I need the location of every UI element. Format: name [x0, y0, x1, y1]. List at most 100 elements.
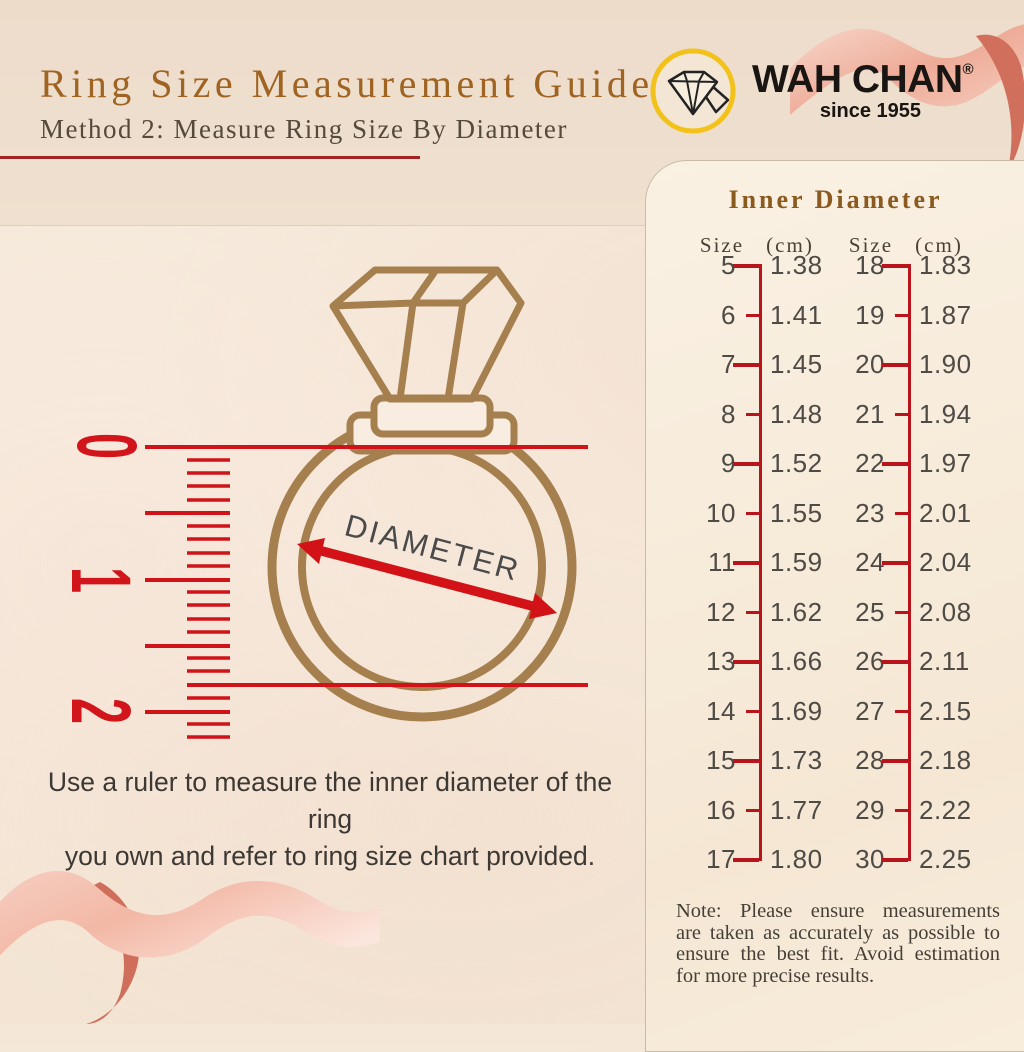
tick-mark: [882, 462, 908, 466]
brand-text: WAH CHAN® since 1955: [752, 57, 974, 123]
tick-mark: [733, 264, 759, 268]
diamond-illustration: [329, 266, 525, 403]
cm-value: 1.90: [919, 349, 972, 380]
tick-mark: [746, 610, 759, 615]
note-line: ensure the best fit. Avoid estimation: [676, 943, 1000, 965]
cm-value: 1.41: [770, 299, 823, 330]
cm-value: 1.48: [770, 398, 823, 429]
cm-value: 2.15: [919, 695, 972, 726]
brand-logo: WAH CHAN® since 1955: [646, 44, 974, 138]
size-value: 28: [855, 745, 885, 776]
size-value: 14: [706, 695, 736, 726]
tick-mark: [746, 412, 759, 417]
table-row: 23 2.01: [825, 489, 995, 539]
instruction-line: Use a ruler to measure the inner diamete…: [47, 767, 613, 834]
cm-value: 2.22: [919, 794, 972, 825]
cm-value: 2.25: [919, 844, 972, 875]
table-row: 13 1.66: [676, 637, 846, 687]
cm-value: 1.52: [770, 448, 823, 479]
tick-mark: [746, 709, 759, 714]
size-value: 5: [721, 250, 736, 281]
page-title: Ring Size Measurement Guide: [40, 61, 654, 106]
size-rows: 5 1.38 6 1.41 7 1.45 8 1.48 9 1.52 10 1.55 11 1…: [676, 241, 846, 885]
ruler-line: [908, 264, 911, 861]
size-chart-heading: Inner Diameter: [728, 185, 943, 214]
cm-value: 1.55: [770, 497, 823, 528]
table-row: 9 1.52: [676, 439, 846, 489]
table-row: 29 2.22: [825, 786, 995, 836]
size-value: 20: [855, 349, 885, 380]
size-rows: 18 1.83 19 1.87 20 1.90 21 1.94 22 1.97 23 2.0…: [825, 241, 995, 885]
note-line: are taken as accurately as possible to: [676, 921, 1000, 944]
size-header: Size: [699, 233, 745, 257]
size-value: 24: [855, 547, 885, 578]
cm-value: 1.69: [770, 695, 823, 726]
tick-mark: [882, 561, 908, 565]
size-value: 13: [706, 646, 736, 677]
table-row: 25 2.08: [825, 588, 995, 638]
cm-value: 1.87: [919, 299, 972, 330]
cm-value: 1.80: [770, 844, 823, 875]
cm-value: 1.94: [919, 398, 972, 429]
tick-mark: [882, 264, 908, 268]
tick-mark: [746, 511, 759, 516]
tick-mark: [882, 858, 908, 862]
column-headers: Size (cm): [825, 233, 995, 257]
brand-name: WAH CHAN®: [752, 57, 974, 101]
ruler-digits: 0 1 2: [54, 433, 154, 724]
table-row: 27 2.15: [825, 687, 995, 737]
tick-mark: [895, 808, 908, 813]
size-value: 6: [721, 299, 736, 330]
tick-mark: [733, 363, 759, 367]
table-row: 12 1.62: [676, 588, 846, 638]
table-row: 10 1.55: [676, 489, 846, 539]
table-row: 18 1.83: [825, 241, 995, 291]
size-value: 17: [706, 844, 736, 875]
cm-value: 1.62: [770, 596, 823, 627]
cm-value: 2.18: [919, 745, 972, 776]
table-row: 30 2.25: [825, 835, 995, 885]
size-value: 7: [721, 349, 736, 380]
size-value: 11: [708, 547, 736, 578]
table-row: 11 1.59: [676, 538, 846, 588]
tick-mark: [746, 313, 759, 318]
ruler-mark-2: 2: [54, 698, 148, 724]
size-header: Size: [848, 233, 894, 257]
table-row: 28 2.18: [825, 736, 995, 786]
cm-value: 2.11: [919, 646, 970, 677]
ring-measurement-illustration: 0 1 2: [54, 266, 588, 739]
size-value: 19: [855, 299, 885, 330]
table-row: 8 1.48: [676, 390, 846, 440]
registered-mark: ®: [962, 60, 974, 78]
ring-collet: [370, 394, 494, 438]
column-headers: Size (cm): [676, 233, 846, 257]
tick-mark: [895, 511, 908, 516]
size-value: 30: [855, 844, 885, 875]
tick-mark: [733, 660, 759, 664]
size-value: 16: [706, 794, 736, 825]
title-underline: [0, 156, 420, 159]
tick-mark: [882, 660, 908, 664]
size-value: 8: [721, 398, 736, 429]
cm-value: 2.01: [919, 497, 972, 528]
size-value: 22: [855, 448, 885, 479]
ruler-mark-1: 1: [54, 567, 148, 593]
diameter-arrow: [297, 538, 557, 619]
table-row: 14 1.69: [676, 687, 846, 737]
cm-value: 1.77: [770, 794, 823, 825]
size-value: 18: [855, 250, 885, 281]
cm-value: 1.45: [770, 349, 823, 380]
cm-value: 2.08: [919, 596, 972, 627]
tick-mark: [746, 808, 759, 813]
size-value: 10: [706, 497, 736, 528]
ruler-mark-0: 0: [60, 433, 154, 459]
table-row: 16 1.77: [676, 786, 846, 836]
measuring-lines: [145, 445, 588, 687]
cm-value: 1.73: [770, 745, 823, 776]
tick-mark: [895, 412, 908, 417]
tick-mark: [895, 313, 908, 318]
size-value: 29: [855, 794, 885, 825]
table-row: 26 2.11: [825, 637, 995, 687]
table-row: 20 1.90: [825, 340, 995, 390]
